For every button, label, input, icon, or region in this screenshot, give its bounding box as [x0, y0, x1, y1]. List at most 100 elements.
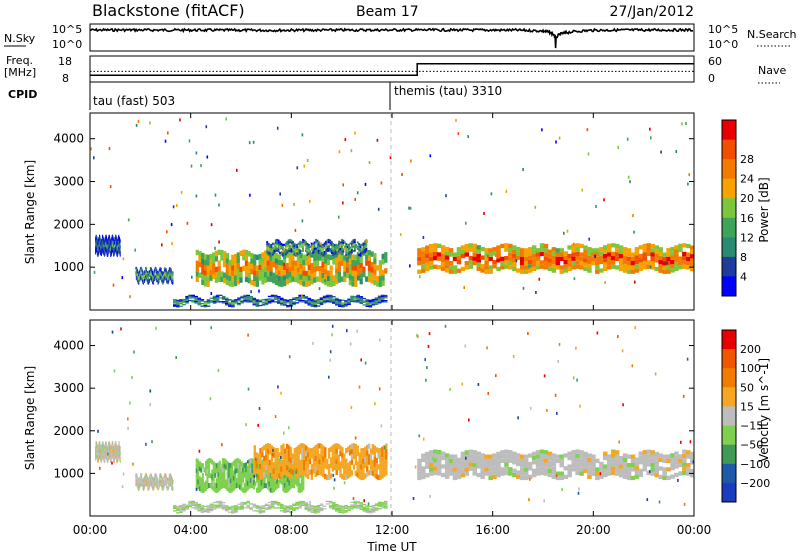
heatmap-cell	[353, 241, 356, 244]
heatmap-cell	[283, 472, 286, 478]
heatmap-cell	[244, 249, 249, 256]
heatmap-cell	[286, 304, 290, 307]
heatmap-cell	[429, 454, 434, 459]
heatmap-cell	[218, 480, 221, 486]
scatter-echo	[410, 159, 412, 163]
heatmap-cell	[236, 273, 240, 280]
heatmap-cell	[280, 445, 283, 451]
heatmap-cell	[380, 294, 385, 296]
heatmap-cell	[508, 454, 513, 459]
heatmap-cell	[285, 478, 288, 483]
heatmap-cell	[246, 301, 250, 303]
heatmap-cell	[634, 470, 640, 475]
heatmap-cell	[338, 242, 340, 245]
heatmap-cell	[682, 470, 687, 476]
heatmap-cell	[322, 297, 327, 299]
heatmap-cell	[547, 451, 553, 456]
heatmap-cell	[288, 272, 292, 278]
heatmap-cell	[468, 264, 474, 269]
scatter-echo	[225, 117, 227, 121]
heatmap-cell	[225, 258, 229, 264]
heatmap-cell	[523, 471, 529, 476]
heatmap-cell	[674, 451, 679, 456]
heatmap-cell	[326, 241, 329, 244]
heatmap-cell	[504, 470, 509, 476]
heatmap-cell	[369, 464, 373, 470]
heatmap-cell	[626, 471, 632, 476]
heatmap-cell	[368, 509, 373, 511]
heatmap-cell	[176, 299, 180, 301]
heatmap-cell	[310, 300, 315, 302]
heatmap-cell	[365, 245, 368, 248]
heatmap-cell	[159, 272, 160, 275]
heatmap-cell	[340, 260, 344, 266]
heatmap-cell	[234, 510, 238, 512]
heatmap-cell	[242, 249, 246, 256]
heatmap-cell	[284, 453, 287, 460]
heatmap-cell	[523, 252, 529, 257]
heatmap-cell	[206, 301, 211, 303]
scatter-echo	[180, 190, 183, 194]
heatmap-cell	[237, 473, 240, 479]
heatmap-cell	[209, 503, 214, 505]
heatmap-cell	[563, 466, 568, 471]
heatmap-cell	[107, 459, 109, 463]
heatmap-cell	[312, 251, 315, 254]
heatmap-cell	[271, 249, 274, 252]
heatmap-cell	[153, 282, 155, 285]
heatmap-cell	[342, 250, 345, 253]
heatmap-cell	[206, 507, 211, 509]
heatmap-cell	[201, 252, 205, 259]
heatmap-cell	[440, 455, 446, 461]
heatmap-cell	[205, 485, 207, 491]
heatmap-cell	[255, 468, 258, 474]
heatmap-cell	[191, 504, 195, 506]
heatmap-cell	[198, 481, 201, 487]
heatmap-cell	[237, 507, 241, 509]
heatmap-cell	[425, 464, 430, 469]
heatmap-cell	[384, 268, 388, 274]
heatmap-cell	[212, 302, 217, 304]
heatmap-cell	[201, 463, 204, 469]
heatmap-cell	[209, 254, 213, 260]
heatmap-cell	[237, 458, 240, 464]
heatmap-cell	[551, 259, 557, 265]
heatmap-cell	[356, 264, 361, 270]
heatmap-cell	[269, 482, 272, 488]
heatmap-cell	[618, 473, 624, 478]
heatmap-cell	[266, 265, 270, 272]
colorbar-swatch	[722, 198, 736, 219]
scatter-echo	[271, 453, 274, 457]
heatmap-cell	[167, 478, 169, 481]
heatmap-cell	[351, 240, 353, 243]
heatmap-cell	[287, 472, 291, 478]
heatmap-cell	[221, 507, 226, 509]
heatmap-cell	[104, 453, 106, 457]
heatmap-cell	[496, 249, 501, 254]
heatmap-cell	[371, 460, 375, 466]
heatmap-cell	[319, 508, 324, 510]
heatmap-cell	[333, 244, 336, 247]
heatmap-cell	[351, 265, 355, 271]
heatmap-cell	[339, 250, 342, 253]
heatmap-cell	[417, 471, 422, 476]
scatter-echo	[210, 223, 213, 227]
heatmap-cell	[146, 274, 148, 277]
heatmap-cell	[436, 462, 442, 468]
noise-tick-top-left: 10^5	[52, 23, 82, 36]
heatmap-cell	[270, 502, 275, 504]
heatmap-cell	[235, 468, 238, 474]
heatmap-cell	[240, 299, 244, 301]
heatmap-cell	[291, 265, 295, 272]
heatmap-cell	[326, 250, 329, 253]
heatmap-cell	[171, 481, 173, 484]
heatmap-cell	[662, 475, 667, 481]
heatmap-cell	[662, 269, 667, 274]
heatmap-cell	[261, 252, 265, 258]
heatmap-cell	[200, 507, 205, 509]
heatmap-cell	[135, 481, 137, 484]
heatmap-cell	[326, 254, 331, 260]
heatmap-cell	[516, 255, 521, 260]
heatmap-cell	[539, 251, 545, 257]
scatter-echo	[200, 164, 202, 168]
